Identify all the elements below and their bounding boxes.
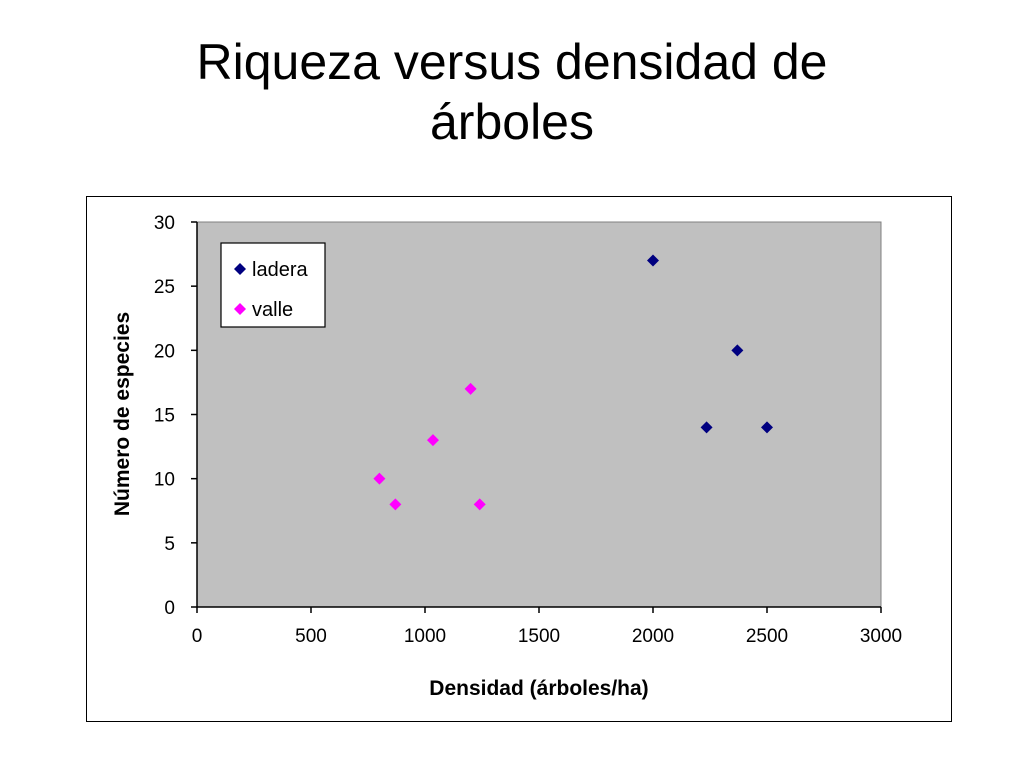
legend-marker-ladera <box>234 263 246 275</box>
legend-label-ladera: ladera <box>252 259 308 281</box>
y-tick-label: 20 <box>154 341 175 362</box>
y-tick-label: 30 <box>154 213 175 234</box>
y-tick-label: 10 <box>154 470 175 491</box>
scatter-chart: 0 500 1000 1500 2000 2500 3000 0 5 10 15 20 25 30 De… <box>111 213 902 700</box>
y-tick-label: 15 <box>154 406 175 427</box>
legend-marker-valle <box>234 303 246 315</box>
y-tick-label: 5 <box>164 534 175 555</box>
data-point-valle <box>426 434 439 447</box>
data-point-valle <box>464 382 477 395</box>
data-points <box>373 254 773 511</box>
legend: ladera valle <box>220 242 326 328</box>
slide-title: Riqueza versus densidad de árboles <box>196 34 828 150</box>
x-tick-label: 2000 <box>632 626 674 647</box>
x-tick-label: 1500 <box>518 626 560 647</box>
data-point-ladera <box>647 254 659 267</box>
data-point-valle <box>473 498 486 511</box>
x-tick-label: 2500 <box>746 626 788 647</box>
data-point-ladera <box>731 344 744 357</box>
y-tick-label: 25 <box>154 277 175 298</box>
x-tick-label: 1000 <box>404 626 446 647</box>
data-point-ladera <box>761 421 773 434</box>
x-tick-label: 0 <box>192 626 203 647</box>
x-tick-label: 500 <box>295 626 327 647</box>
y-axis-ticks: 0 5 10 15 20 25 30 <box>154 213 197 619</box>
data-point-valle <box>373 472 386 485</box>
x-axis-ticks: 0 500 1000 1500 2000 2500 3000 <box>192 607 902 647</box>
x-tick-label: 3000 <box>860 626 902 647</box>
legend-label-valle: valle <box>252 299 293 321</box>
x-axis-title: Densidad (árboles/ha) <box>429 677 648 700</box>
data-point-valle <box>389 498 402 511</box>
y-axis-title: Número de especies <box>111 312 134 516</box>
chart-frame: 0 500 1000 1500 2000 2500 3000 0 5 10 15 20 25 30 De… <box>86 196 952 722</box>
data-point-ladera <box>700 421 713 434</box>
y-tick-label: 0 <box>164 598 175 619</box>
